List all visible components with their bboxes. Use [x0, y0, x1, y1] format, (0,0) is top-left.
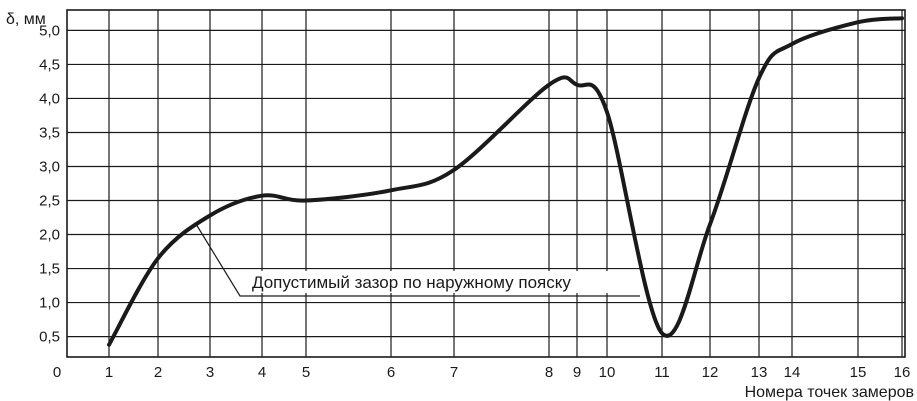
annotation-leader-line	[195, 223, 640, 297]
data-point-14	[790, 42, 794, 46]
data-point-12	[708, 222, 712, 226]
x-tick-label: 6	[387, 364, 395, 381]
data-point-1	[107, 343, 111, 347]
plot-frame	[66, 9, 906, 358]
y-tick-label: 2,0	[39, 227, 60, 244]
x-axis-label: Номера точек замеров	[745, 384, 914, 401]
data-point-2	[156, 256, 160, 260]
data-point-15	[856, 20, 860, 24]
x-tick-label: 16	[894, 364, 911, 381]
data-point-7	[452, 168, 456, 172]
series-line	[107, 16, 904, 347]
y-axis-label: δ, мм	[6, 11, 46, 28]
data-point-4	[260, 194, 264, 198]
x-tick-label: 13	[751, 364, 768, 381]
data-point-3	[208, 213, 212, 217]
y-tick-label: 1,5	[39, 261, 60, 278]
data-point-5	[304, 199, 308, 203]
x-tick-label: 14	[784, 364, 801, 381]
data-point-13	[757, 76, 761, 80]
y-tick-label: 3,5	[39, 124, 60, 141]
x-tick-label: 3	[206, 364, 214, 381]
y-tick-label: 4,5	[39, 56, 60, 73]
data-point-8	[547, 83, 551, 87]
data-point-16	[900, 16, 904, 20]
origin-label: 0	[53, 364, 61, 381]
x-tick-label: 9	[573, 364, 581, 381]
y-tick-label: 4,0	[39, 90, 60, 107]
y-tick-label: 3,0	[39, 158, 60, 175]
data-point-9	[575, 83, 579, 87]
x-tick-label: 7	[450, 364, 458, 381]
x-tick-label: 12	[702, 364, 719, 381]
grid-lines	[67, 10, 905, 357]
x-tick-label: 15	[850, 364, 867, 381]
x-tick-label: 4	[258, 364, 266, 381]
x-tick-label: 5	[302, 364, 310, 381]
x-tick-label: 1	[105, 364, 113, 381]
y-tick-label: 1,0	[39, 295, 60, 312]
x-tick-label: 8	[545, 364, 553, 381]
data-point-6	[389, 188, 393, 192]
y-tick-label: 2,5	[39, 193, 60, 210]
y-tick-label: 5,0	[39, 22, 60, 39]
x-tick-label: 2	[154, 364, 162, 381]
x-tick-labels: 1 2 3 4 5 6 7 8 9 10 11 12 13 14 15 16	[105, 364, 911, 381]
annotation-background	[248, 271, 640, 293]
x-tick-label: 11	[654, 364, 670, 381]
data-point-10	[605, 110, 609, 114]
data-point-11	[660, 331, 664, 335]
y-tick-label: 0,5	[39, 329, 60, 346]
annotation-label: Допустимый зазор по наружному пояску	[252, 273, 571, 292]
data-points	[107, 16, 904, 347]
y-tick-labels: 0,5 1,0 1,5 2,0 2,5 3,0 3,5 4,0 4,5 5,0	[39, 22, 60, 345]
x-tick-label: 10	[599, 364, 616, 381]
